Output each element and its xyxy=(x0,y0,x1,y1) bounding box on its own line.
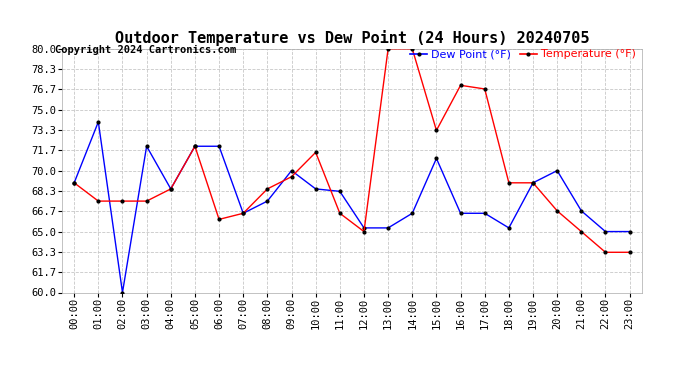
Legend: Dew Point (°F), Temperature (°F): Dew Point (°F), Temperature (°F) xyxy=(411,50,636,59)
Title: Outdoor Temperature vs Dew Point (24 Hours) 20240705: Outdoor Temperature vs Dew Point (24 Hou… xyxy=(115,30,589,46)
Text: Copyright 2024 Cartronics.com: Copyright 2024 Cartronics.com xyxy=(55,45,237,55)
